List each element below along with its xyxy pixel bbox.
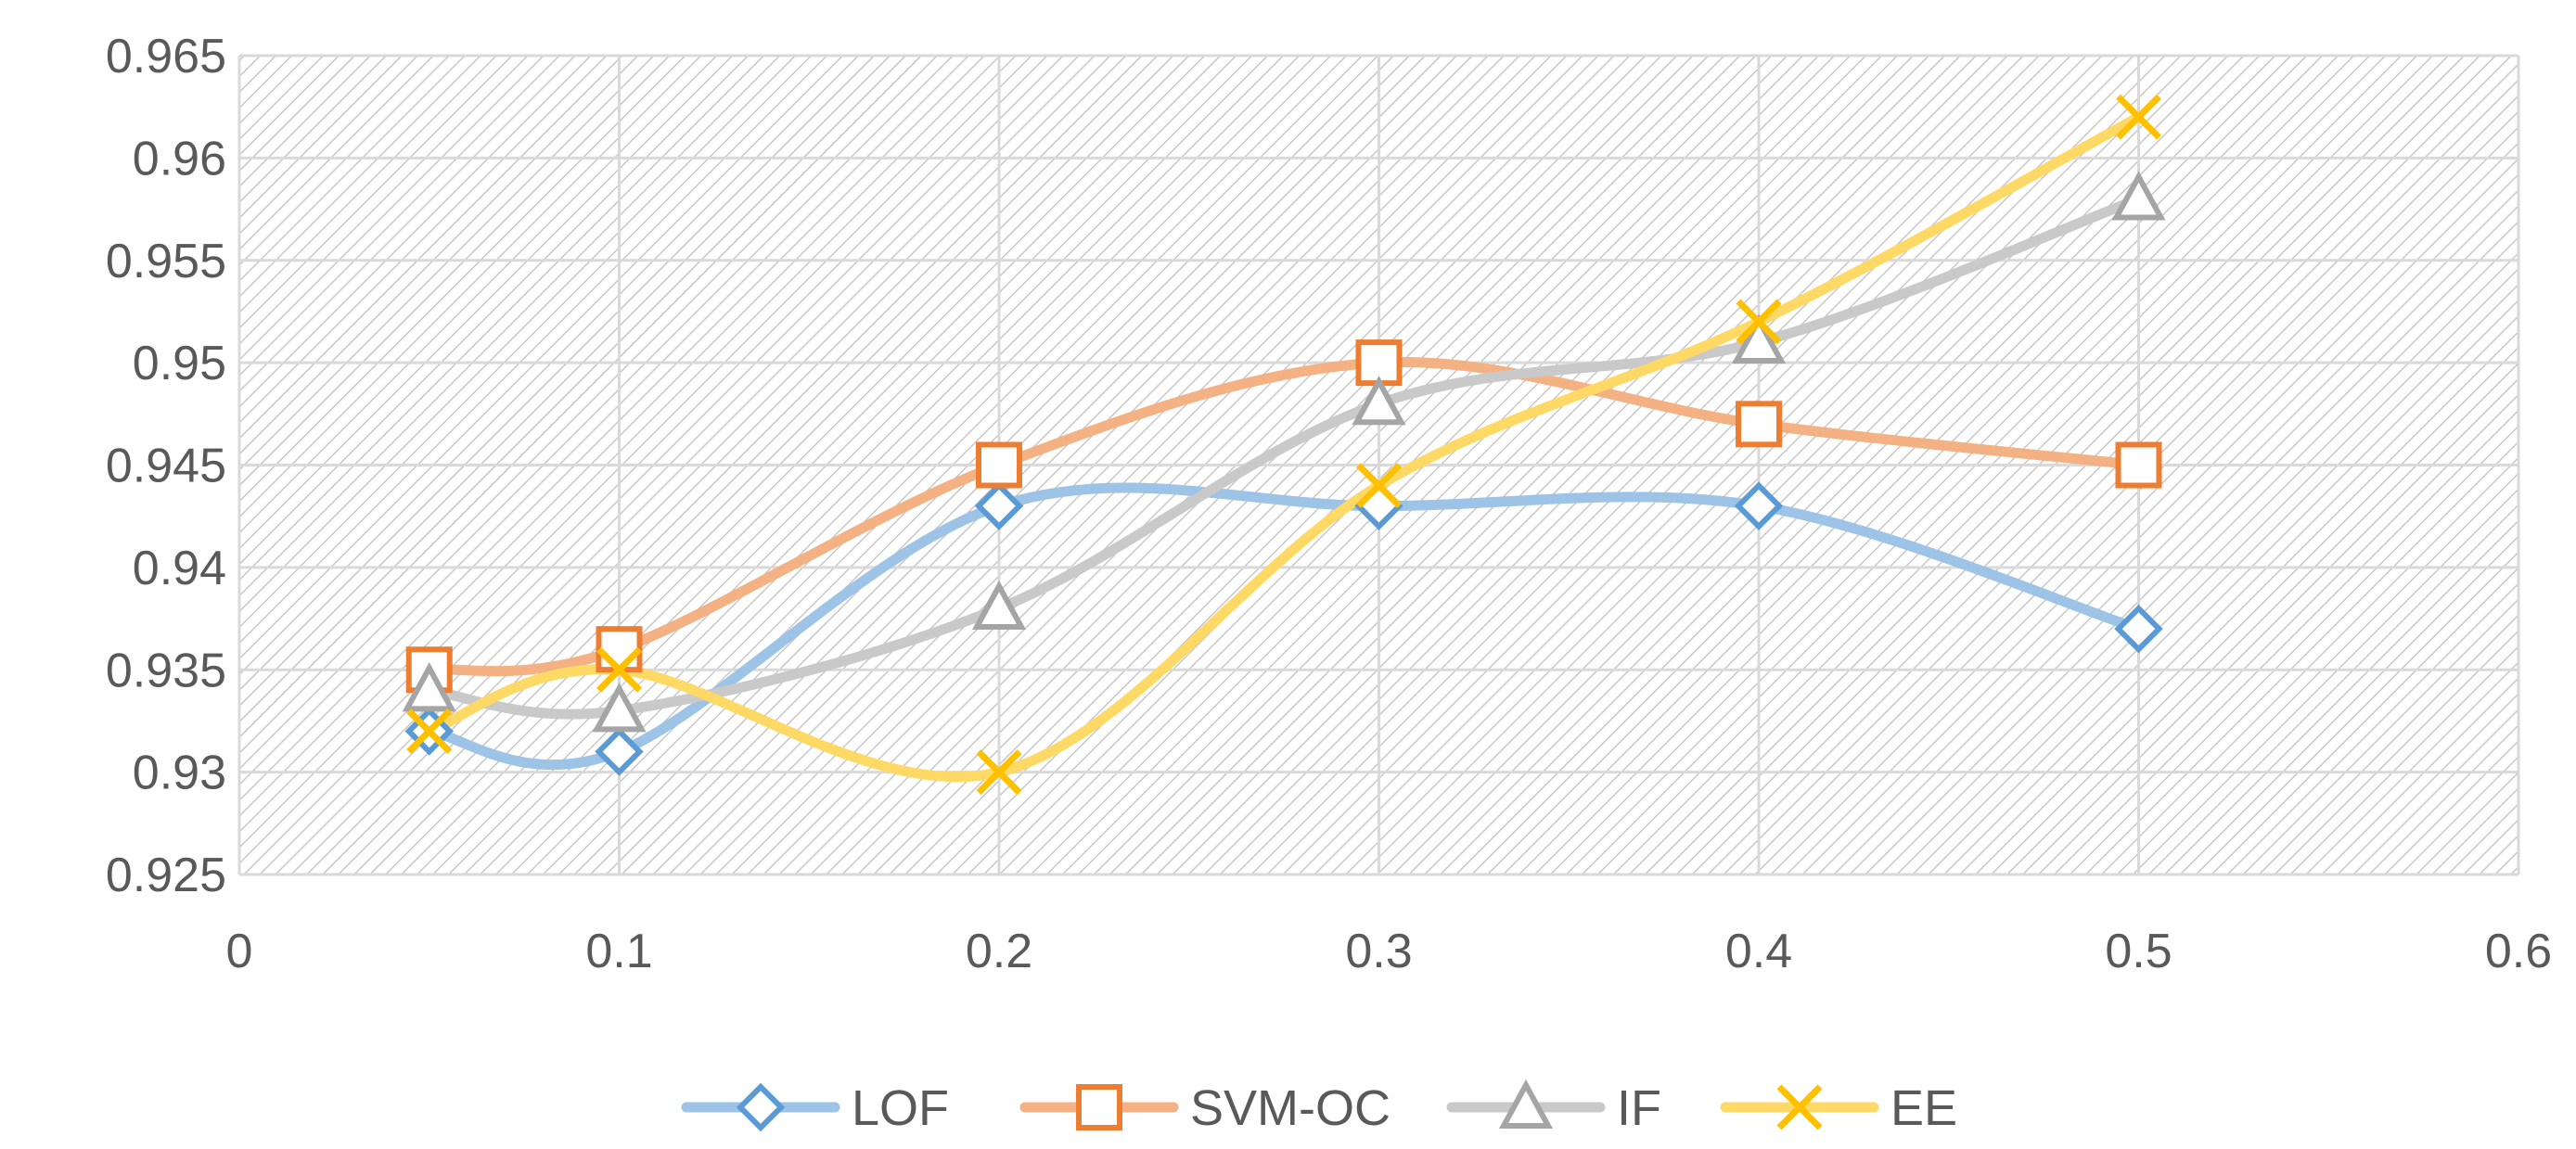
x-tick-label: 0.2 bbox=[966, 925, 1032, 978]
data-point-ee bbox=[406, 709, 453, 754]
y-tick-label: 0.935 bbox=[106, 644, 226, 697]
data-point-svm-oc bbox=[976, 441, 1022, 489]
y-tick-label: 0.925 bbox=[106, 849, 226, 902]
series-markers bbox=[402, 94, 2166, 796]
legend: LOF SVM-OC IF EE bbox=[681, 1079, 1957, 1136]
y-tick-label: 0.95 bbox=[133, 337, 226, 390]
data-point-lof bbox=[595, 727, 644, 776]
data-point-if bbox=[402, 662, 456, 712]
data-point-svm-oc bbox=[2115, 441, 2162, 489]
data-point-ee bbox=[1356, 463, 1402, 509]
x-tick-label: 0 bbox=[226, 925, 253, 978]
legend-marker-svm-oc bbox=[1076, 1084, 1122, 1130]
y-axis-ticks: 0.925 0.93 0.935 0.94 0.945 0.95 0.955 0.96 0.96… bbox=[106, 30, 226, 902]
legend-marker-ee bbox=[1776, 1084, 1823, 1130]
data-point-svm-oc bbox=[596, 626, 643, 673]
data-point-if bbox=[2111, 171, 2166, 221]
y-tick-label: 0.93 bbox=[133, 747, 226, 800]
x-tick-label: 0.4 bbox=[1725, 925, 1792, 978]
y-tick-label: 0.965 bbox=[106, 30, 226, 83]
legend-item-lof: LOF bbox=[681, 1080, 949, 1136]
y-tick-label: 0.94 bbox=[133, 542, 226, 595]
x-tick-label: 0.6 bbox=[2485, 925, 2552, 978]
data-point-ee bbox=[1736, 299, 1782, 345]
y-tick-label: 0.955 bbox=[106, 235, 226, 288]
data-point-svm-oc bbox=[1736, 401, 1782, 448]
legend-label-if: IF bbox=[1617, 1080, 1661, 1136]
data-point-lof bbox=[2114, 604, 2163, 654]
legend-marker-if bbox=[1498, 1079, 1554, 1129]
legend-item-ee: EE bbox=[1720, 1080, 1957, 1136]
legend-label-lof: LOF bbox=[852, 1080, 949, 1136]
x-tick-label: 0.5 bbox=[2105, 925, 2172, 978]
data-point-if bbox=[1731, 313, 1787, 364]
x-axis-ticks: 0 0.1 0.2 0.3 0.4 0.5 0.6 bbox=[226, 925, 2553, 978]
legend-item-if: IF bbox=[1446, 1079, 1661, 1136]
data-point-lof bbox=[1734, 481, 1784, 530]
legend-label-ee: EE bbox=[1890, 1080, 1957, 1136]
y-tick-label: 0.96 bbox=[133, 132, 226, 185]
x-tick-label: 0.3 bbox=[1345, 925, 1412, 978]
data-point-ee bbox=[2116, 94, 2161, 140]
data-point-lof bbox=[974, 481, 1024, 530]
legend-marker-lof bbox=[736, 1082, 786, 1132]
legend-label-svm-oc: SVM-OC bbox=[1190, 1080, 1391, 1136]
data-point-if bbox=[1352, 376, 1406, 426]
data-point-ee bbox=[976, 749, 1022, 796]
data-point-if bbox=[971, 580, 1027, 631]
data-point-ee bbox=[596, 646, 642, 693]
x-tick-label: 0.1 bbox=[585, 925, 652, 978]
data-point-if bbox=[592, 683, 647, 733]
y-tick-label: 0.945 bbox=[106, 440, 226, 493]
legend-item-svm-oc: SVM-OC bbox=[1019, 1080, 1391, 1136]
